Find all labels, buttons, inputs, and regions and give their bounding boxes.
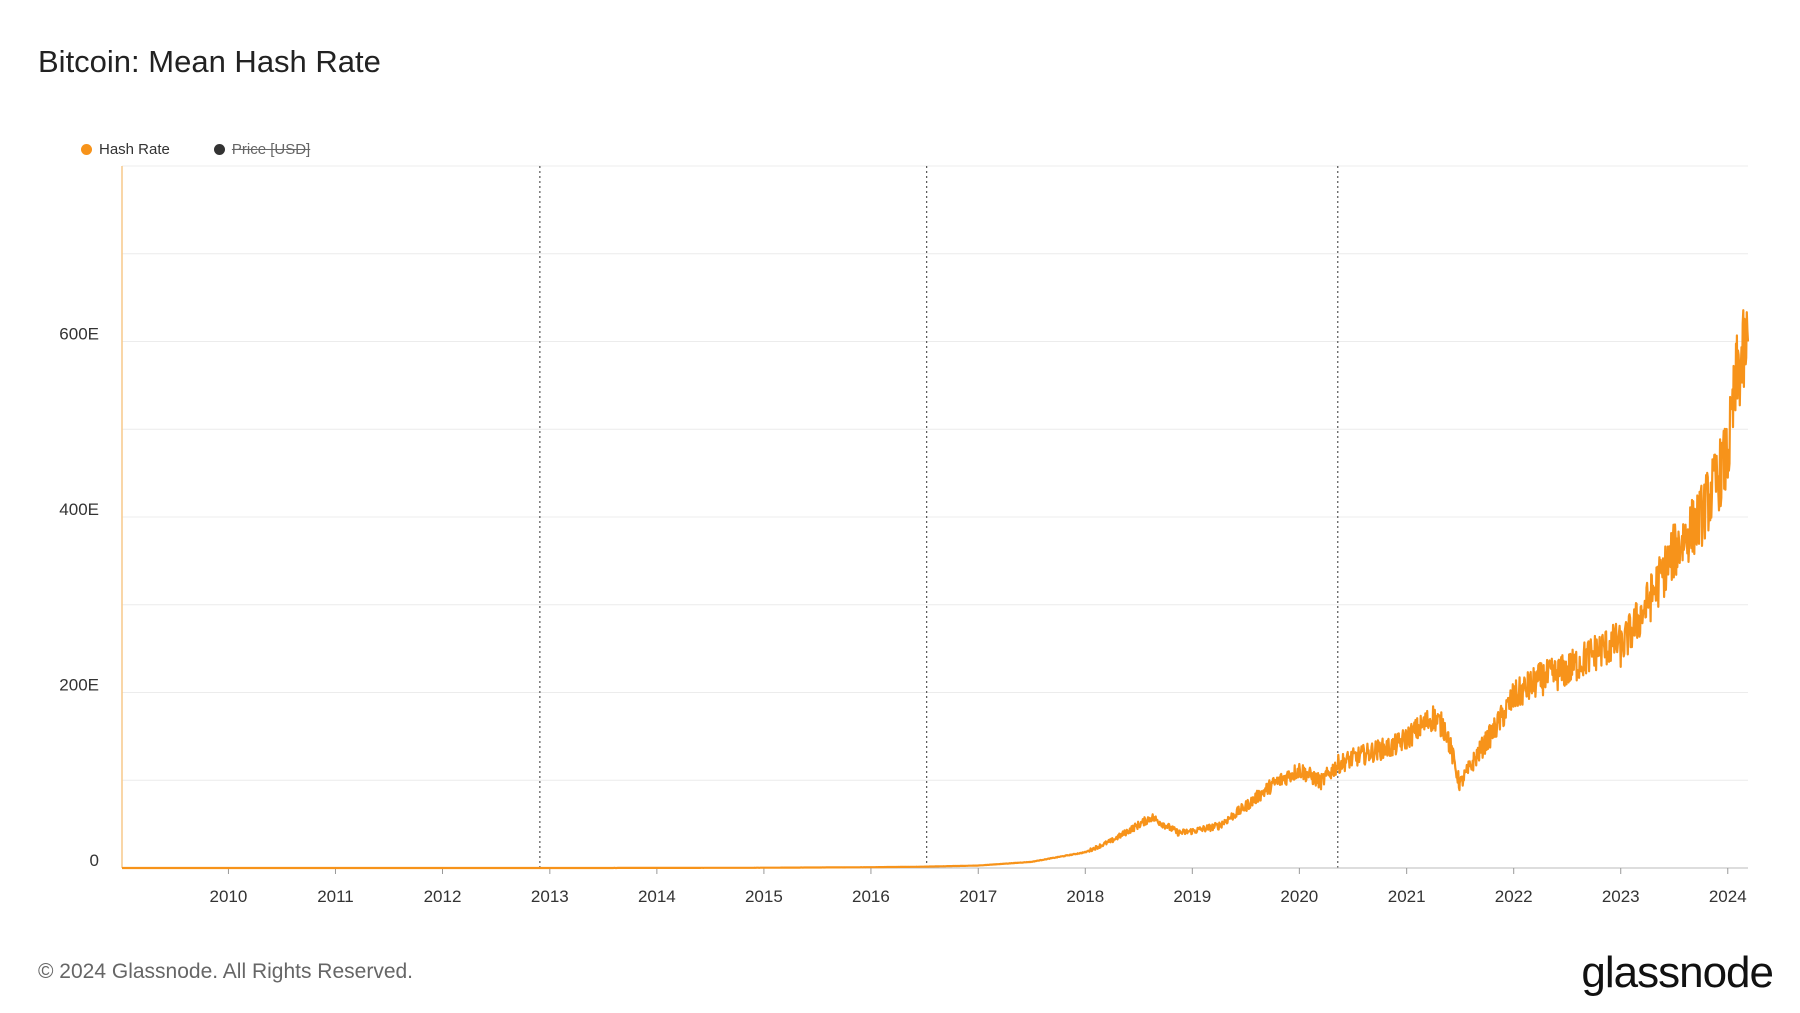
x-tick-label: 2011 xyxy=(317,887,354,906)
x-tick-label: 2017 xyxy=(959,887,997,906)
series-line-hash-rate xyxy=(121,309,1750,870)
legend-label-price: Price [USD] xyxy=(231,141,311,158)
x-tick-label: 2014 xyxy=(638,887,676,906)
x-tick-label: 2016 xyxy=(852,887,890,906)
y-tick-label: 200E xyxy=(59,676,99,695)
copyright-text: © 2024 Glassnode. All Rights Reserved. xyxy=(38,960,414,983)
y-tick-label: 0 xyxy=(90,851,99,870)
y-tick-label: 400E xyxy=(59,500,99,519)
legend-label-hash-rate: Hash Rate xyxy=(99,141,170,158)
legend: Hash Rate Price [USD] xyxy=(81,141,310,158)
glassnode-logo: glassnode xyxy=(1581,948,1774,997)
x-tick-label: 2020 xyxy=(1280,887,1318,906)
x-tick-label: 2023 xyxy=(1602,887,1640,906)
x-tick-label: 2013 xyxy=(531,887,569,906)
x-tick-label: 2022 xyxy=(1495,887,1533,906)
halving-lines xyxy=(539,166,1339,868)
chart-title: Bitcoin: Mean Hash Rate xyxy=(38,44,381,79)
x-tick-label: 2018 xyxy=(1066,887,1104,906)
y-tick-label: 600E xyxy=(59,325,99,344)
x-ticks: 2010 2011 2012 2013 2014 2015 2016 2017 2018 2019… xyxy=(210,868,1747,906)
x-tick-label: 2021 xyxy=(1388,887,1426,906)
x-tick-label: 2015 xyxy=(745,887,783,906)
legend-item-hash-rate[interactable]: Hash Rate xyxy=(81,141,170,158)
legend-item-price[interactable]: Price [USD] xyxy=(213,141,311,158)
x-tick-label: 2010 xyxy=(210,887,248,906)
grid-lines xyxy=(122,165,1748,781)
x-tick-label: 2024 xyxy=(1709,887,1747,906)
legend-dot-hash-rate-icon xyxy=(81,144,92,155)
x-tick-label: 2012 xyxy=(424,887,462,906)
y-ticks: 0 200E 400E 600E xyxy=(59,325,99,871)
legend-dot-price-icon xyxy=(213,144,225,155)
x-tick-label: 2019 xyxy=(1173,887,1211,906)
